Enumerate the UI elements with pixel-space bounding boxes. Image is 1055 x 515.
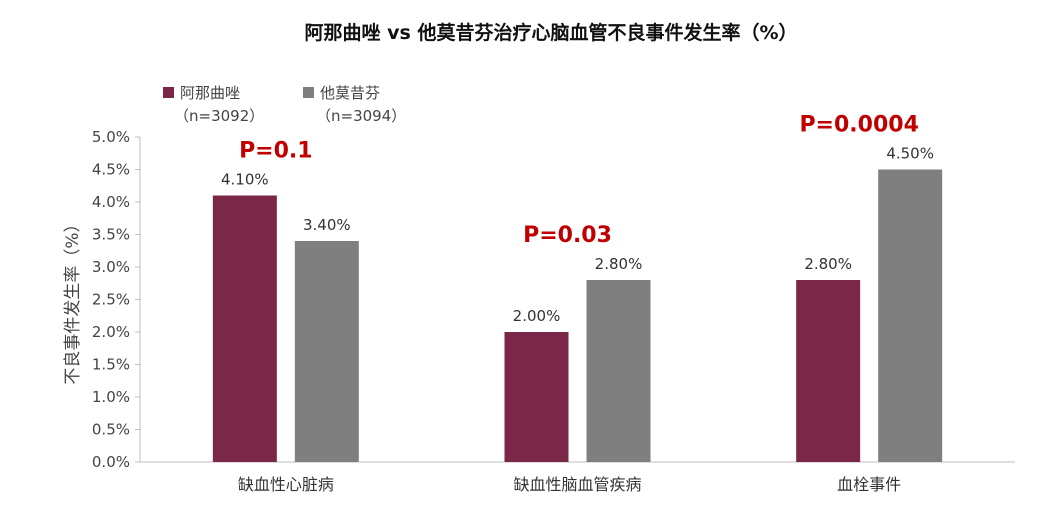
legend-swatch-tamoxifen [303,87,314,98]
y-tick-label: 0.5% [92,421,130,439]
data-label: 2.80% [804,255,852,273]
y-tick-label: 3.5% [92,226,130,244]
y-tick-label: 1.0% [92,388,130,406]
p-value-label: P=0.0004 [799,113,918,138]
chart-title: 阿那曲唑 vs 他莫昔芬治疗心脑血管不良事件发生率（%） [305,21,798,44]
x-tick-label: 缺血性脑血管疾病 [513,475,641,494]
y-tick-label: 4.0% [92,193,130,211]
bar-anastrozole-2 [796,280,861,462]
x-tick-label: 血栓事件 [837,475,901,494]
x-tick-label: 缺血性心脏病 [238,475,334,494]
data-label: 2.80% [595,255,643,273]
legend-n-anastrozole: （n=3092） [174,107,264,125]
data-label: 3.40% [303,216,351,234]
legend-label-anastrozole: 阿那曲唑 [180,84,240,102]
y-tick-label: 0.0% [92,453,130,471]
data-label: 4.50% [886,145,934,163]
data-label: 4.10% [221,171,269,189]
y-tick-label: 3.0% [92,258,130,276]
bar-tamoxifen-2 [878,169,943,462]
bar-tamoxifen-1 [586,280,651,462]
p-value-labels: P=0.1 P=0.03 P=0.0004 [239,113,919,249]
y-tick-label: 2.0% [92,323,130,341]
legend-label-tamoxifen: 他莫昔芬 [320,84,380,102]
legend-n-tamoxifen: （n=3094） [316,107,406,125]
y-axis-label: 不良事件发生率（%） [63,215,83,384]
legend-swatch-anastrozole [163,87,174,98]
bar-anastrozole-0 [212,195,277,462]
bar-tamoxifen-0 [294,241,359,462]
y-tick-label: 2.5% [92,291,130,309]
bars: 4.10% 3.40% 2.00% 2.80% 2.80% 4.50% [212,145,943,462]
p-value-label: P=0.03 [523,223,612,248]
bar-anastrozole-1 [504,332,569,462]
legend: 阿那曲唑 （n=3092） 他莫昔芬 （n=3094） [163,84,406,125]
y-axis: 0.0% 0.5% 1.0% 1.5% 2.0% 2.5% 3.0% 3.5% 4.0% 4.5%… [92,128,141,471]
y-tick-label: 4.5% [92,161,130,179]
data-label: 2.00% [513,307,561,325]
y-tick-label: 5.0% [92,128,130,146]
y-tick-label: 1.5% [92,356,130,374]
x-axis-labels: 缺血性心脏病 缺血性脑血管疾病 血栓事件 [238,475,901,494]
p-value-label: P=0.1 [239,139,313,164]
